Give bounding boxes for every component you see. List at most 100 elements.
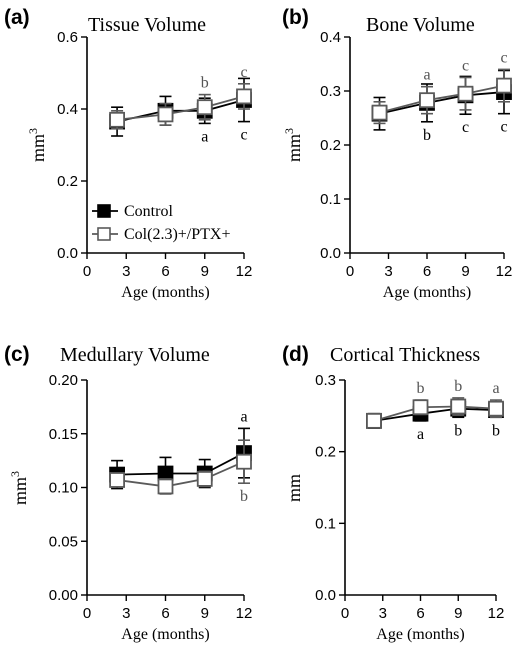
y-tick-label: 0.3	[315, 372, 336, 389]
significance-letter: a	[417, 426, 424, 443]
x-tick-label: 6	[416, 605, 424, 622]
legend-label-control: Control	[124, 203, 173, 220]
marker-treated	[236, 453, 252, 470]
panel-title: Tissue Volume	[88, 14, 206, 36]
significance-letter: c	[500, 119, 507, 136]
chart-panel-c: (c) Medullary Volume 0.00 0.05 0.10 0.15 0.20 0…	[4, 343, 252, 643]
y-tick-label: 0.05	[49, 533, 78, 550]
x-tick-label: 0	[83, 263, 91, 280]
panel-label: (b)	[282, 6, 309, 29]
significance-letter: c	[240, 127, 247, 144]
y-axis-title: mm3	[8, 471, 30, 505]
y-tick-label: 0.0	[320, 245, 341, 262]
series-control	[371, 69, 512, 131]
x-axis-title: Age (months)	[376, 626, 464, 643]
x-tick-label: 0	[346, 263, 354, 280]
x-tick-label: 3	[122, 263, 130, 280]
panel-title: Medullary Volume	[60, 344, 210, 366]
y-axis-title-base: mm	[28, 134, 48, 162]
series-control	[109, 77, 252, 137]
y-tick-label: 0.2	[315, 444, 336, 461]
marker-treated	[412, 399, 429, 416]
significance-letter: a	[423, 67, 430, 84]
marker-treated	[488, 400, 504, 417]
x-tick-label: 6	[161, 605, 169, 622]
marker-treated	[157, 106, 174, 123]
y-axis-title-base: mm	[284, 474, 304, 502]
x-tick-label: 3	[384, 263, 392, 280]
significance-letter: a	[492, 380, 499, 397]
x-tick-label: 0	[341, 605, 349, 622]
y-tick-label: 0.4	[57, 101, 78, 118]
panel-label: (d)	[282, 343, 309, 366]
y-axis-title: mm3	[282, 128, 304, 162]
legend-marker-treated	[97, 227, 111, 241]
marker-treated	[496, 77, 512, 94]
marker-treated	[196, 470, 213, 487]
chart-panel-b: (b) Bone Volume 0.0 0.1 0.2 0.3 0.4 0 3 6 9 12 Age (…	[282, 6, 512, 301]
x-tick-label: 6	[423, 263, 431, 280]
x-tick-label: 12	[236, 263, 253, 280]
panel-label: (c)	[4, 343, 30, 366]
significance-letter: a	[201, 128, 208, 145]
x-tick-label: 6	[161, 263, 169, 280]
series-treated	[109, 439, 252, 495]
y-axis-title-base: mm	[284, 134, 304, 162]
chart-panel-d: (d) Cortical Thickness 0.0 0.1 0.2 0.3 0 3 6 9 12 A…	[282, 343, 504, 643]
x-tick-label: 12	[496, 263, 513, 280]
y-axis-title-superscript: 3	[282, 128, 296, 134]
chart-panel-a: (a) Tissue Volume 0.0 0.2 0.4 0.6 0 3 6 9 12 Age (m…	[4, 6, 252, 301]
panel-label: (a)	[4, 6, 30, 29]
marker-treated	[157, 478, 174, 495]
series-line	[116, 460, 245, 488]
panel-title: Cortical Thickness	[330, 344, 480, 366]
legend-marker-control	[97, 204, 111, 218]
y-tick-label: 0.1	[315, 515, 336, 532]
significance-letter: b	[423, 127, 431, 144]
significance-letter: b	[454, 422, 462, 439]
x-tick-label: 0	[83, 605, 91, 622]
series-control	[366, 399, 504, 429]
legend-label-treated: Col(2.3)+/PTX+	[124, 226, 231, 243]
marker-treated	[450, 398, 467, 415]
series-line	[379, 91, 505, 115]
x-tick-label: 9	[201, 263, 209, 280]
x-axis-title: Age (months)	[121, 284, 209, 301]
legend: Control Col(2.3)+/PTX+	[92, 203, 231, 243]
y-axis-title: mm3	[26, 128, 48, 162]
series-line	[117, 452, 245, 476]
y-tick-label: 0.2	[57, 173, 78, 190]
significance-letter: c	[240, 64, 247, 81]
x-tick-label: 9	[461, 263, 469, 280]
y-tick-label: 0.20	[49, 372, 78, 389]
x-tick-label: 12	[488, 605, 505, 622]
x-tick-label: 3	[122, 605, 130, 622]
y-axis-title-base: mm	[10, 477, 30, 505]
significance-letter: b	[454, 378, 462, 395]
marker-treated	[109, 111, 125, 128]
significance-letter: b	[417, 380, 425, 397]
series-line	[379, 84, 505, 114]
y-tick-label: 0.15	[49, 426, 78, 443]
y-axis-title-superscript: 3	[8, 471, 22, 477]
marker-treated	[196, 99, 213, 116]
marker-treated	[109, 472, 125, 488]
significance-letter: c	[462, 119, 469, 136]
marker-treated	[457, 85, 474, 102]
significance-letter: c	[500, 49, 507, 66]
x-axis-title: Age (months)	[121, 626, 209, 643]
significance-letter: b	[492, 422, 500, 439]
x-tick-label: 3	[379, 605, 387, 622]
marker-treated	[371, 104, 388, 121]
significance-letter: b	[240, 488, 248, 505]
series-line	[116, 95, 245, 121]
y-tick-label: 0.4	[320, 29, 341, 46]
x-tick-label: 9	[454, 605, 462, 622]
x-tick-label: 12	[236, 605, 253, 622]
y-tick-label: 0.0	[315, 587, 336, 604]
y-tick-label: 0.00	[49, 587, 78, 604]
x-tick-label: 9	[201, 605, 209, 622]
y-tick-label: 0.0	[57, 245, 78, 262]
series-line	[373, 405, 497, 422]
